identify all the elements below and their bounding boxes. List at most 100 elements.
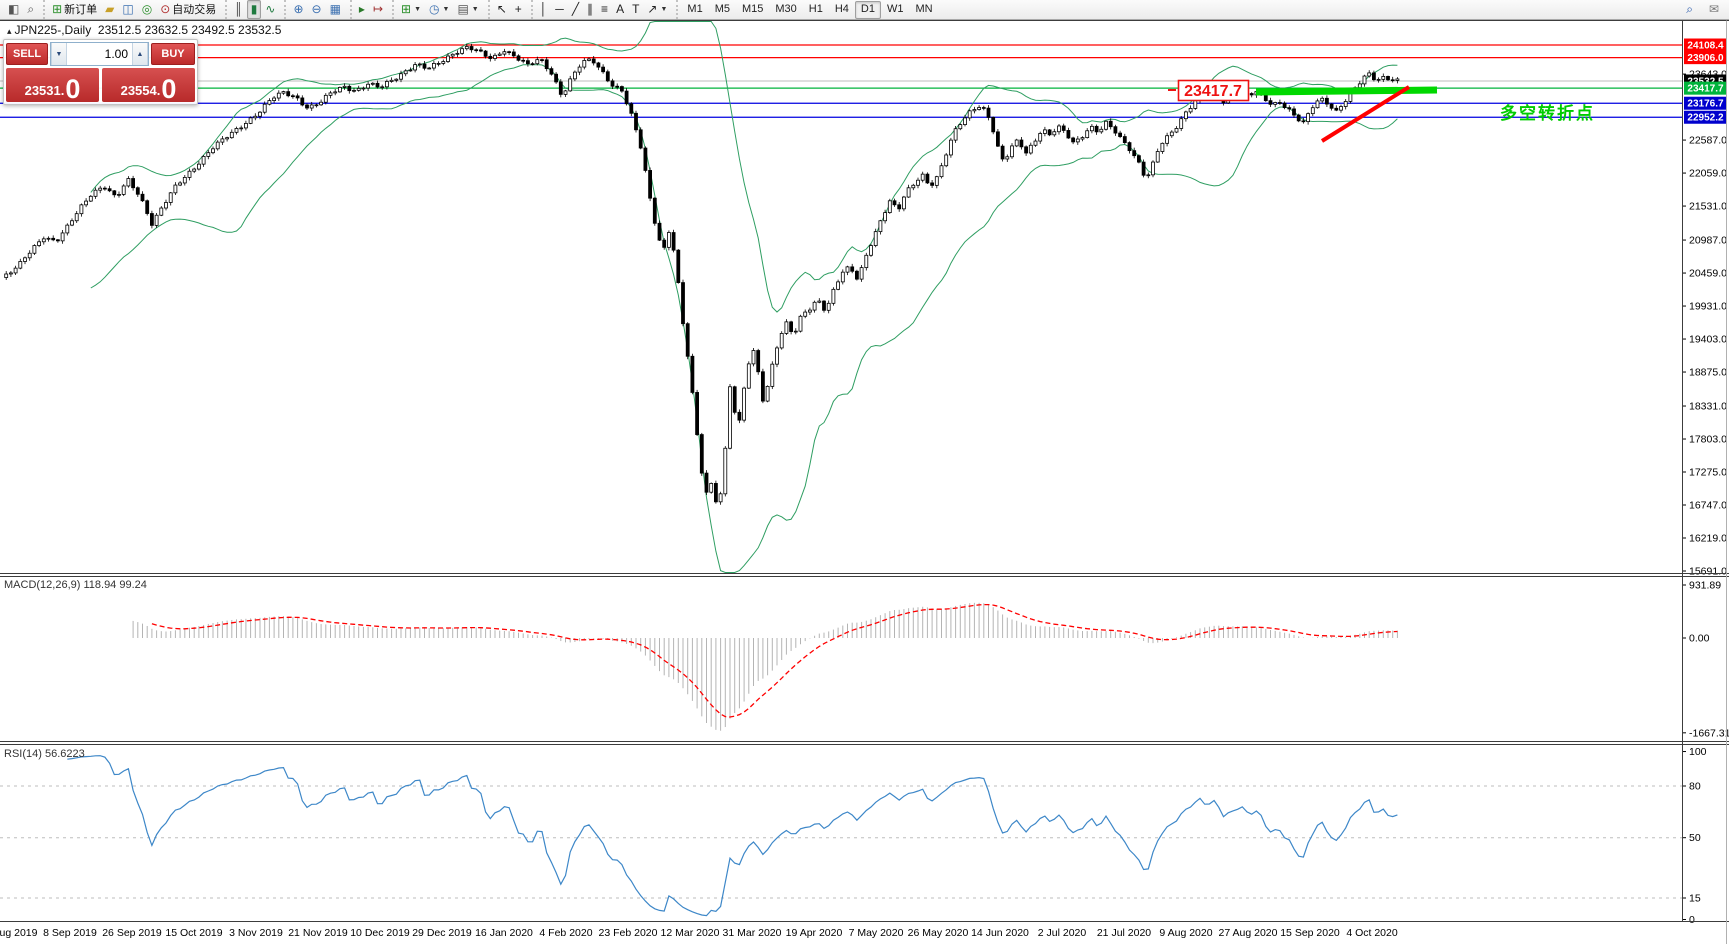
timeframe-h1-button[interactable]: H1 bbox=[808, 2, 823, 15]
buy-button[interactable]: BUY bbox=[151, 43, 195, 65]
candlestick-chart-icon: ▮ bbox=[250, 2, 258, 16]
search-button[interactable]: ⌕ bbox=[1682, 0, 1697, 19]
text-button[interactable]: A bbox=[612, 0, 628, 19]
bar-chart-icon: ║ bbox=[234, 2, 243, 16]
svg-text:22059.0: 22059.0 bbox=[1689, 168, 1727, 180]
svg-text:4 Feb 2020: 4 Feb 2020 bbox=[539, 927, 592, 939]
new-order-button[interactable]: ⊞ 新订单 bbox=[48, 0, 101, 19]
note-text[interactable]: 多空转折点 bbox=[1500, 103, 1595, 123]
market-watch-button[interactable]: ◫ bbox=[118, 0, 137, 19]
volume-decrease-button[interactable]: ▼ bbox=[51, 43, 67, 65]
svg-text:14 Jun 2020: 14 Jun 2020 bbox=[971, 927, 1029, 939]
crosshair-icon: + bbox=[514, 2, 522, 16]
arrows-button[interactable]: ↗ ▼ bbox=[643, 0, 671, 19]
equidistant-channel-button[interactable]: ∥ bbox=[583, 0, 597, 19]
buy-price-head: 23554. bbox=[120, 83, 161, 98]
price-label-23417.7: 23417.7 bbox=[1684, 81, 1727, 95]
chart-shift-icon: ↦ bbox=[372, 2, 384, 16]
sell-button[interactable]: SELL bbox=[6, 43, 48, 65]
fibonacci-icon: ≡ bbox=[601, 2, 609, 16]
fibonacci-button[interactable]: ≡ bbox=[597, 0, 612, 19]
timeframe-m1-button[interactable]: M1 bbox=[687, 2, 703, 15]
templates-dropdown-icon[interactable]: ▼ bbox=[471, 5, 479, 13]
chat-button[interactable]: ✉ bbox=[1705, 0, 1723, 19]
bar-chart-button[interactable]: ║ bbox=[230, 0, 247, 19]
svg-text:23 Feb 2020: 23 Feb 2020 bbox=[599, 927, 658, 939]
horizontal-line-icon: ─ bbox=[555, 2, 564, 16]
auto-scroll-button[interactable]: ▸ bbox=[355, 0, 369, 19]
volume-input[interactable] bbox=[67, 43, 132, 65]
toolbar-right: ⌕ ✉ bbox=[1682, 0, 1729, 19]
volume-increase-button[interactable]: ▲ bbox=[132, 43, 148, 65]
timeframe-m30-button[interactable]: M30 bbox=[775, 2, 797, 15]
rsi-label: RSI(14) 56.6223 bbox=[4, 748, 85, 760]
vertical-line-button[interactable]: │ bbox=[536, 0, 552, 19]
toolbar-left: ◧ ⌕ ⊞ 新订单 ▰ ◫ ◎ ⊙ 自动交易 ║ ▮ ∿ ⊕ ⊖ ▦ ▸ ↦ ⊞ ▼ ◷ ▼ ▤ ▼ ↖ + │ ─ ╱ ∥ ≡ A T ↗ ▼ M… bbox=[0, 0, 942, 19]
periods-dropdown-icon[interactable]: ▼ bbox=[442, 5, 450, 13]
zoom-in-button[interactable]: ⊕ bbox=[289, 0, 307, 19]
svg-text:16 Jan 2020: 16 Jan 2020 bbox=[475, 927, 533, 939]
gold-button[interactable]: ▰ bbox=[101, 0, 118, 19]
periods-button[interactable]: ◷ ▼ bbox=[425, 0, 453, 19]
sell-price-big-digit: 0 bbox=[65, 74, 81, 103]
chart-symbol-icon: ▴ bbox=[7, 26, 12, 36]
support-zone-bar[interactable] bbox=[1255, 86, 1438, 96]
autotrade-button[interactable]: ⊙ 自动交易 bbox=[156, 0, 220, 19]
line-chart-button[interactable]: ∿ bbox=[261, 0, 279, 19]
tile-windows-button[interactable]: ▦ bbox=[326, 0, 345, 19]
price-callout-text: 23417.7 bbox=[1184, 83, 1242, 100]
svg-text:15: 15 bbox=[1689, 893, 1701, 905]
trendline-button[interactable]: ╱ bbox=[568, 0, 583, 19]
trend-arrow-line[interactable] bbox=[1320, 85, 1411, 143]
text-icon: A bbox=[616, 2, 625, 16]
toolbar-group-timeframes: M1 M5 M15 M30 H1 H4 D1 W1 MN bbox=[676, 0, 941, 19]
svg-text:20987.0: 20987.0 bbox=[1689, 235, 1727, 247]
svg-text:18875.0: 18875.0 bbox=[1689, 367, 1727, 379]
annotations[interactable]: 23417.7 多空转折点 bbox=[1168, 79, 1595, 143]
arrows-dropdown-icon[interactable]: ▼ bbox=[660, 5, 668, 13]
indicators-icon: ⊞ bbox=[401, 2, 412, 16]
timeframe-m5-button[interactable]: M5 bbox=[714, 2, 730, 15]
buy-price[interactable]: 23554. 0 bbox=[102, 68, 195, 102]
indicators-button[interactable]: ⊞ ▼ bbox=[397, 0, 425, 19]
svg-text:3 Nov 2019: 3 Nov 2019 bbox=[229, 927, 283, 939]
indicators-dropdown-icon[interactable]: ▼ bbox=[414, 5, 422, 13]
horizontal-line-objects[interactable] bbox=[0, 44, 1682, 118]
timeframe-h4-button[interactable]: H4 bbox=[834, 2, 849, 15]
cursor-button[interactable]: ↖ bbox=[493, 0, 511, 19]
svg-text:0: 0 bbox=[1689, 914, 1695, 926]
main-toolbar: ◧ ⌕ ⊞ 新订单 ▰ ◫ ◎ ⊙ 自动交易 ║ ▮ ∿ ⊕ ⊖ ▦ ▸ ↦ ⊞ ▼ ◷ ▼ ▤ ▼ ↖ + │ ─ ╱ ∥ ≡ A T ↗ ▼ M… bbox=[0, 0, 1729, 20]
svg-text:16747.0: 16747.0 bbox=[1689, 500, 1727, 512]
sell-price[interactable]: 23531. 0 bbox=[6, 68, 99, 102]
svg-text:24108.4: 24108.4 bbox=[1687, 41, 1724, 52]
templates-button[interactable]: ▤ ▼ bbox=[453, 0, 482, 19]
text-label-button[interactable]: T bbox=[628, 0, 643, 19]
price-callout-box[interactable] bbox=[1177, 79, 1250, 102]
svg-text:2 Jul 2020: 2 Jul 2020 bbox=[1038, 927, 1087, 939]
chart-shift-button[interactable]: ↦ bbox=[369, 0, 387, 19]
signal-button[interactable]: ◎ bbox=[138, 0, 156, 19]
svg-text:9 Aug 2020: 9 Aug 2020 bbox=[1159, 927, 1212, 939]
svg-text:22952.2: 22952.2 bbox=[1687, 113, 1724, 124]
new-chart-button[interactable]: ◧ bbox=[4, 0, 23, 19]
svg-text:18331.0: 18331.0 bbox=[1689, 401, 1727, 413]
toolbar-group-zoom: ⊕ ⊖ ▦ bbox=[284, 0, 347, 19]
svg-text:19931.0: 19931.0 bbox=[1689, 301, 1727, 313]
timeframe-w1-button[interactable]: W1 bbox=[886, 2, 904, 15]
svg-text:4 Oct 2020: 4 Oct 2020 bbox=[1346, 927, 1398, 939]
timeframe-m15-button[interactable]: M15 bbox=[741, 2, 764, 15]
svg-text:17803.0: 17803.0 bbox=[1689, 434, 1727, 446]
price-label-22952.2: 22952.2 bbox=[1684, 110, 1727, 124]
timeframe-mn-button[interactable]: MN bbox=[915, 2, 933, 15]
svg-text:23906.0: 23906.0 bbox=[1687, 53, 1724, 64]
toolbar-group-scroll: ▸ ↦ bbox=[349, 0, 390, 19]
crosshair-button[interactable]: + bbox=[511, 0, 526, 19]
svg-text:-1667.31: -1667.31 bbox=[1689, 727, 1729, 739]
horizontal-line-button[interactable]: ─ bbox=[551, 0, 568, 19]
candlestick-chart-button[interactable]: ▮ bbox=[246, 0, 262, 19]
profiles-button[interactable]: ⌕ bbox=[23, 0, 38, 19]
zoom-out-button[interactable]: ⊖ bbox=[308, 0, 326, 19]
timeframe-d1-button[interactable]: D1 bbox=[854, 0, 881, 19]
